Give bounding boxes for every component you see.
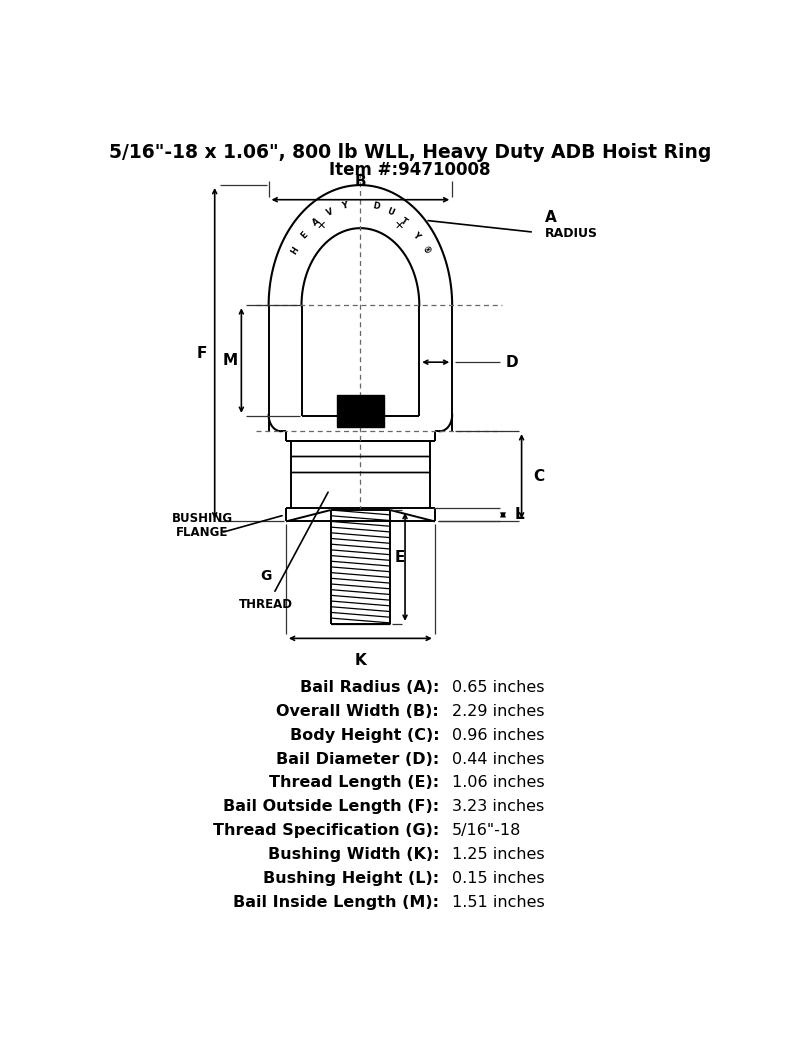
Text: F: F <box>197 346 207 361</box>
Text: U: U <box>386 207 395 217</box>
Text: Bail Diameter (D):: Bail Diameter (D): <box>276 751 439 767</box>
Text: Thread Specification (G):: Thread Specification (G): <box>213 823 439 839</box>
Text: H: H <box>290 246 301 256</box>
Bar <box>286 431 435 441</box>
Text: A: A <box>545 210 556 225</box>
Text: Body Height (C):: Body Height (C): <box>290 728 439 743</box>
Text: 0.44 inches: 0.44 inches <box>451 751 544 767</box>
Text: D: D <box>371 202 380 211</box>
Text: M: M <box>222 353 238 368</box>
Text: Bail Radius (A):: Bail Radius (A): <box>300 679 439 694</box>
Text: Bail Outside Length (F):: Bail Outside Length (F): <box>223 800 439 814</box>
Text: K: K <box>354 653 366 668</box>
Text: L: L <box>514 507 524 522</box>
Text: E: E <box>395 550 406 564</box>
Text: C: C <box>533 468 544 484</box>
Text: 2.29 inches: 2.29 inches <box>451 704 544 718</box>
Text: Bail Inside Length (M):: Bail Inside Length (M): <box>233 896 439 910</box>
Text: V: V <box>326 207 335 217</box>
Text: Item #:94710008: Item #:94710008 <box>330 160 490 178</box>
Text: E: E <box>300 230 310 241</box>
Text: 3.23 inches: 3.23 inches <box>451 800 544 814</box>
Text: Overall Width (B):: Overall Width (B): <box>276 704 439 718</box>
Text: FLANGE: FLANGE <box>176 526 229 539</box>
Text: 1.51 inches: 1.51 inches <box>451 896 544 910</box>
Text: 1.06 inches: 1.06 inches <box>451 775 544 790</box>
Text: Bushing Height (L):: Bushing Height (L): <box>263 871 439 886</box>
Text: 0.65 inches: 0.65 inches <box>451 679 544 694</box>
Text: ✕: ✕ <box>394 220 404 230</box>
Bar <box>337 395 384 427</box>
Text: BUSHING: BUSHING <box>172 512 233 524</box>
Text: Thread Length (E):: Thread Length (E): <box>269 775 439 790</box>
Text: G: G <box>260 569 271 583</box>
Text: 5/16"-18 x 1.06", 800 lb WLL, Heavy Duty ADB Hoist Ring: 5/16"-18 x 1.06", 800 lb WLL, Heavy Duty… <box>109 142 711 161</box>
Bar <box>291 441 430 509</box>
Text: 0.96 inches: 0.96 inches <box>451 728 544 743</box>
Text: 0.15 inches: 0.15 inches <box>451 871 544 886</box>
Text: RADIUS: RADIUS <box>545 227 598 241</box>
Text: Bushing Width (K):: Bushing Width (K): <box>268 847 439 862</box>
Text: T: T <box>399 216 409 228</box>
Text: B: B <box>354 174 366 189</box>
Text: ®: ® <box>419 245 431 257</box>
Text: THREAD: THREAD <box>238 598 293 611</box>
Text: ✕: ✕ <box>317 220 326 230</box>
Text: Y: Y <box>410 230 422 241</box>
Text: A: A <box>311 216 322 228</box>
Text: Y: Y <box>341 202 349 211</box>
Text: D: D <box>506 354 518 369</box>
Text: 5/16"-18: 5/16"-18 <box>451 823 521 839</box>
Text: 1.25 inches: 1.25 inches <box>451 847 544 862</box>
